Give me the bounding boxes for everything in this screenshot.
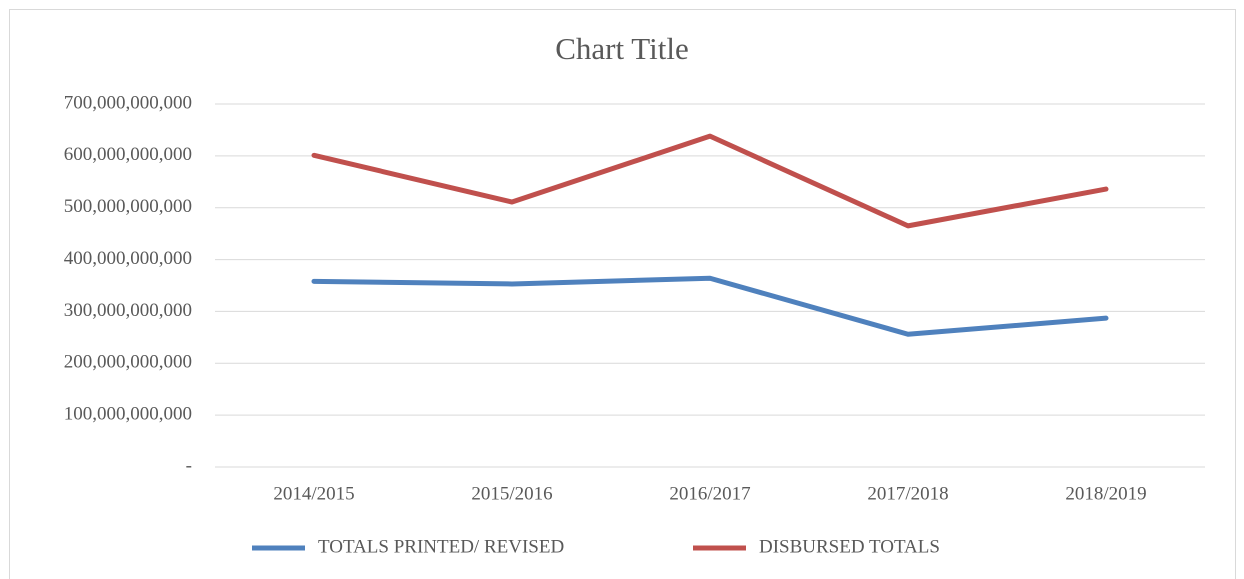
chart-title: Chart Title	[555, 31, 689, 66]
legend-label: TOTALS PRINTED/ REVISED	[318, 536, 564, 557]
x-tick-label: 2015/2016	[471, 483, 552, 504]
x-tick-label: 2018/2019	[1065, 483, 1146, 504]
y-tick-label: 700,000,000,000	[64, 92, 192, 113]
y-tick-label: 600,000,000,000	[64, 144, 192, 165]
y-tick-label: 200,000,000,000	[64, 352, 192, 373]
y-tick-label: -	[186, 455, 192, 476]
x-tick-label: 2014/2015	[273, 483, 354, 504]
y-tick-label: 400,000,000,000	[64, 248, 192, 269]
y-tick-label: 500,000,000,000	[64, 196, 192, 217]
y-tick-label: 100,000,000,000	[64, 404, 192, 425]
y-tick-label: 300,000,000,000	[64, 300, 192, 321]
series-line	[311, 275, 1109, 337]
x-tick-label: 2016/2017	[669, 483, 750, 504]
legend-label: DISBURSED TOTALS	[759, 536, 940, 557]
chart-border	[9, 9, 1236, 579]
x-tick-label: 2017/2018	[867, 483, 948, 504]
series-line	[311, 133, 1109, 229]
